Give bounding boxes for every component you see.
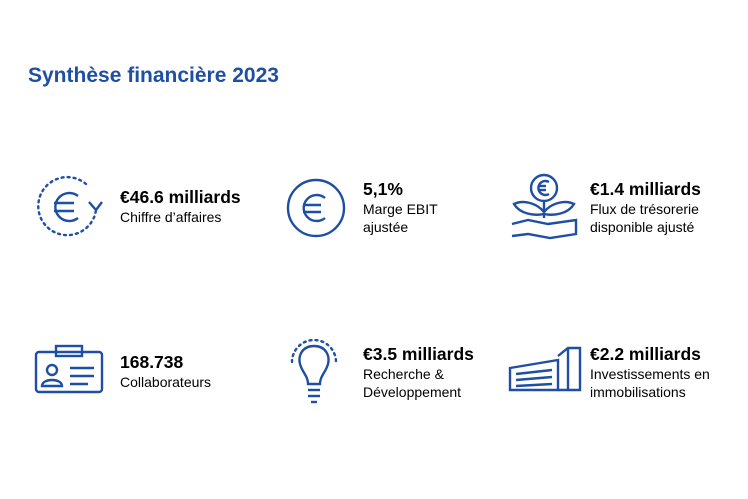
kpi-label: Marge EBIT bbox=[363, 201, 438, 217]
kpi-label: Développement bbox=[363, 384, 462, 400]
icon-cashflow bbox=[506, 168, 582, 244]
icon-revenue bbox=[34, 172, 104, 242]
kpi-label: ajustée bbox=[363, 219, 409, 235]
kpi-value: €2.2 milliards bbox=[590, 344, 701, 364]
kpi-label: disponible ajusté bbox=[590, 219, 695, 235]
kpi-label: Flux de trésorerie bbox=[590, 201, 699, 217]
kpi: €1.4 milliards Flux de trésorerie disponib… bbox=[590, 178, 701, 236]
title: Synthèse financière 2023 bbox=[28, 64, 279, 87]
icon-capex bbox=[508, 346, 582, 392]
icon-staff bbox=[34, 344, 104, 394]
kpi: €2.2 milliards Investissements en immobili… bbox=[590, 343, 710, 401]
kpi-value: 168.738 bbox=[120, 352, 184, 372]
kpi-value: €46.6 milliards bbox=[120, 187, 241, 207]
kpi: €3.5 milliards Recherche & Développement bbox=[363, 343, 474, 401]
kpi-value: €1.4 milliards bbox=[590, 179, 701, 199]
kpi-label: Collaborateurs bbox=[120, 374, 212, 390]
kpi-value: 5,1% bbox=[363, 179, 403, 199]
kpi-value: €3.5 milliards bbox=[363, 344, 474, 364]
kpi: €46.6 milliards Chiffre d’affaires bbox=[120, 186, 241, 226]
icon-margin bbox=[284, 176, 348, 240]
kpi: 5,1% Marge EBIT ajustée bbox=[363, 178, 438, 236]
kpi-label: Chiffre d’affaires bbox=[120, 209, 222, 225]
icon-rd bbox=[286, 334, 342, 406]
kpi-label: Recherche & bbox=[363, 366, 444, 382]
kpi: 168.738 Collaborateurs bbox=[120, 351, 211, 391]
kpi-label: immobilisations bbox=[590, 384, 686, 400]
kpi-label: Investissements en bbox=[590, 366, 710, 382]
